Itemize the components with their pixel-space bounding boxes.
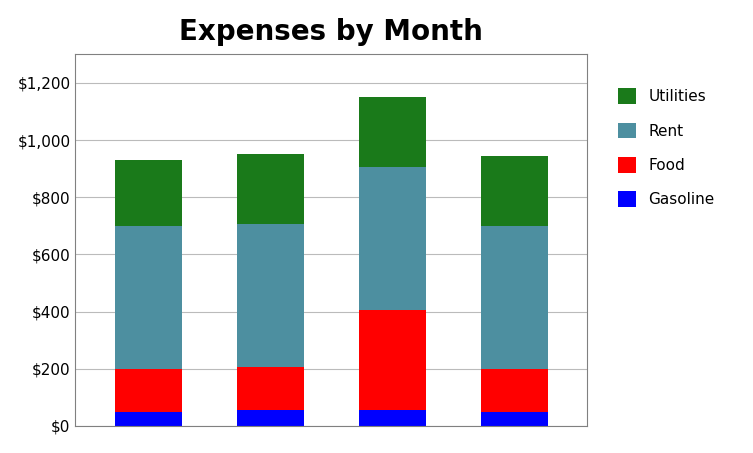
Title: Expenses by Month: Expenses by Month xyxy=(179,19,483,47)
Bar xyxy=(480,226,547,369)
Bar xyxy=(358,310,425,410)
Bar xyxy=(480,156,547,226)
Bar xyxy=(237,410,304,426)
Bar xyxy=(480,411,547,426)
Bar xyxy=(358,97,425,167)
Bar xyxy=(480,369,547,411)
Bar xyxy=(237,224,304,367)
Bar xyxy=(358,167,425,310)
Bar xyxy=(115,226,182,369)
Bar xyxy=(237,367,304,410)
Bar xyxy=(358,410,425,426)
Bar xyxy=(237,154,304,224)
Legend: Utilities, Rent, Food, Gasoline: Utilities, Rent, Food, Gasoline xyxy=(611,81,722,215)
Bar xyxy=(115,369,182,411)
Bar xyxy=(115,411,182,426)
Bar xyxy=(115,160,182,226)
